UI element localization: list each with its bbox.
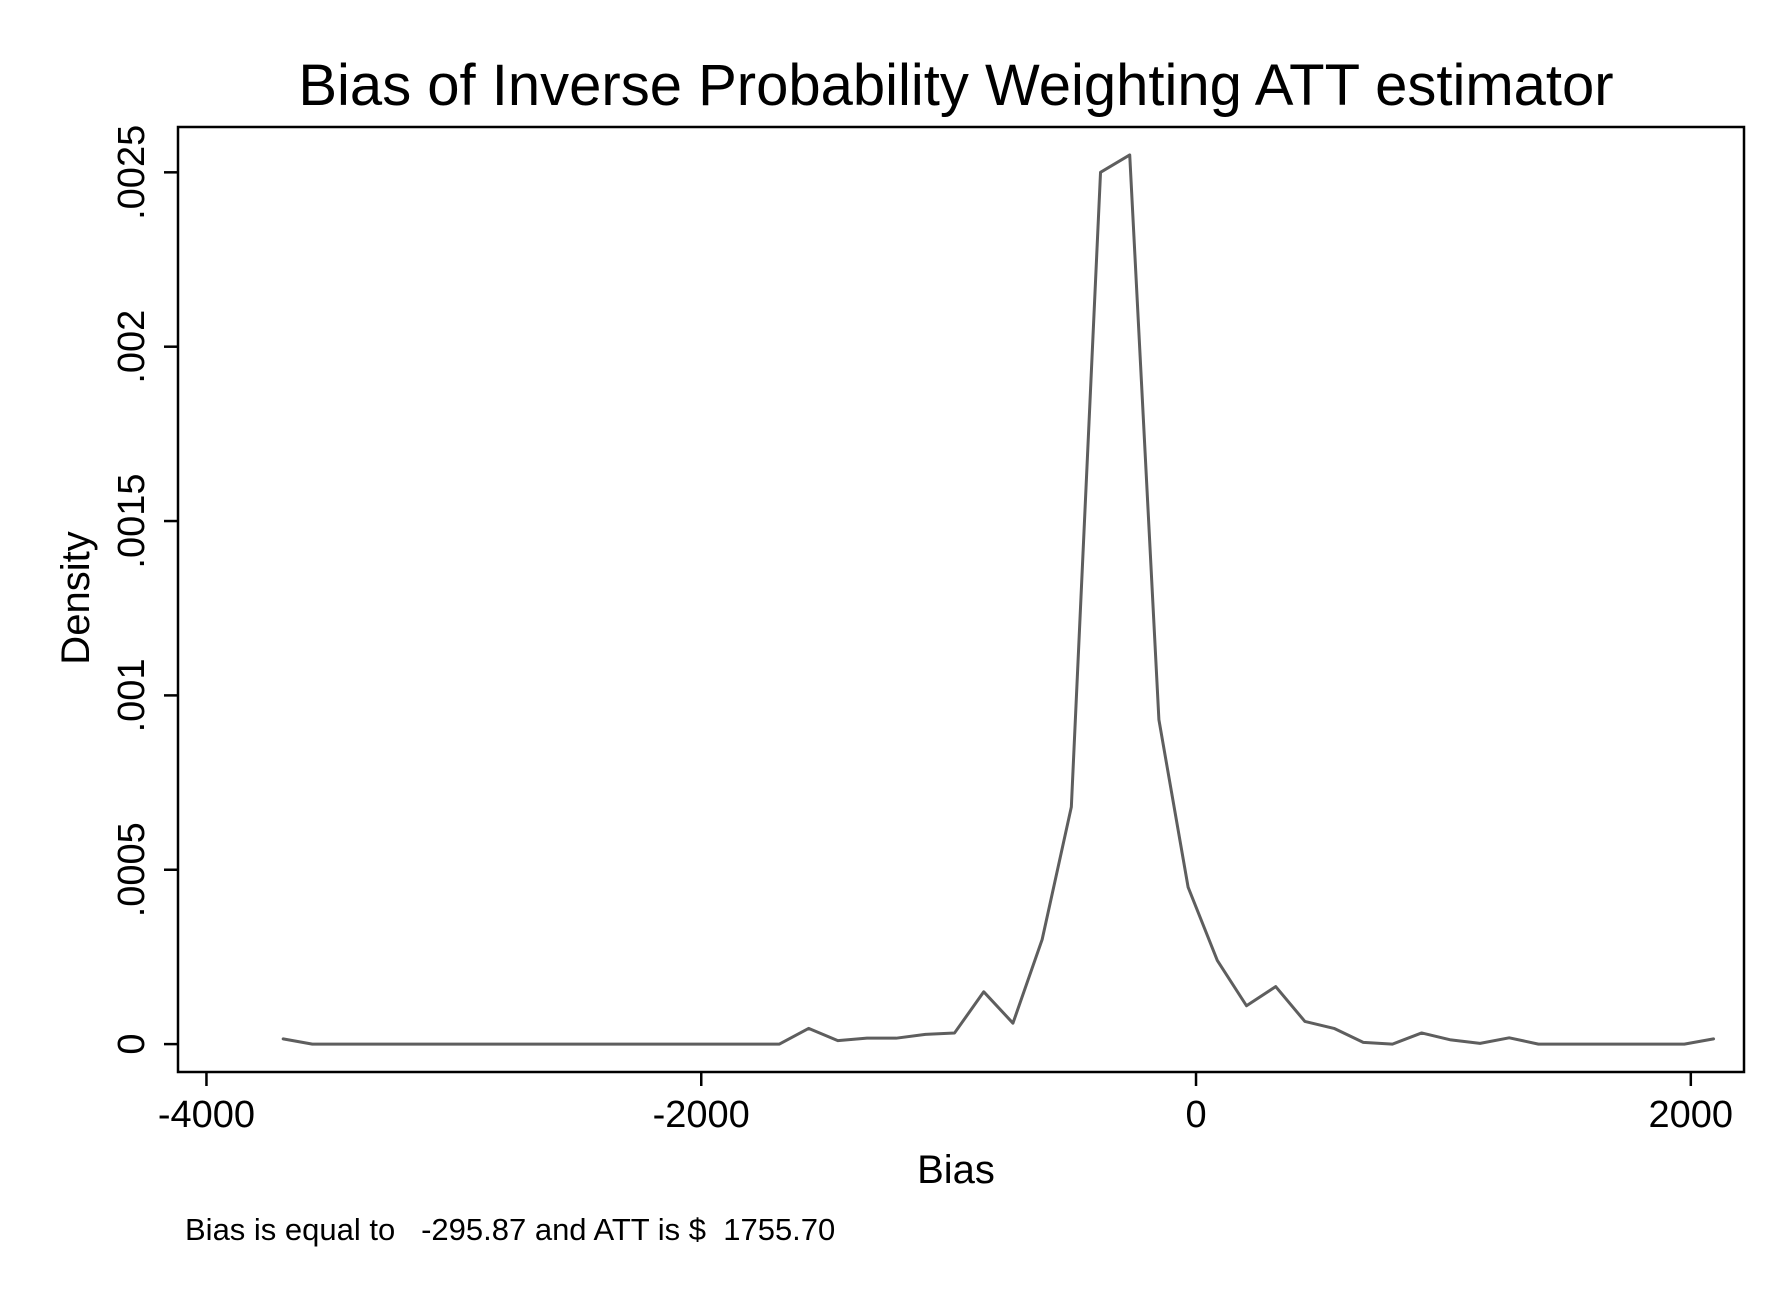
density-line	[281, 153, 1716, 1046]
plot-area	[176, 125, 1746, 1074]
y-tick-label: .0005	[111, 822, 153, 917]
y-tick-label: .0015	[111, 473, 153, 568]
chart-title: Bias of Inverse Probability Weighting AT…	[298, 53, 1613, 118]
y-tick-label: .002	[111, 310, 153, 384]
x-axis: -4000 -2000 0 2000	[158, 1072, 1733, 1136]
y-tick-label: .0025	[111, 125, 153, 220]
x-axis-label: Bias	[917, 1148, 995, 1192]
x-tick-label: -4000	[158, 1094, 255, 1136]
y-tick-label: .001	[111, 658, 153, 732]
x-tick-label: 2000	[1649, 1094, 1734, 1136]
y-axis: 0 .0005 .001 .0015 .002 .0025	[111, 125, 178, 1055]
y-tick-label: 0	[111, 1034, 153, 1055]
y-axis-label: Density	[54, 531, 98, 664]
x-tick-label: 0	[1185, 1094, 1206, 1136]
chart-note: Bias is equal to -295.87 and ATT is $ 17…	[185, 1212, 835, 1247]
x-tick-label: -2000	[653, 1094, 750, 1136]
series-layer	[281, 153, 1716, 1046]
